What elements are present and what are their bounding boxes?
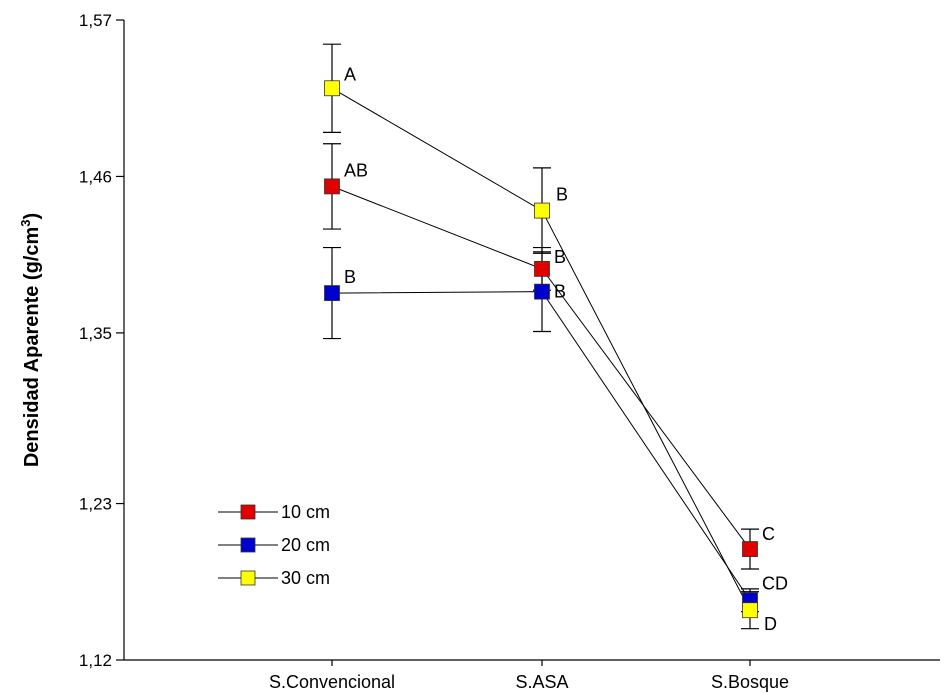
legend-marker (240, 537, 256, 553)
significance-label: B (344, 267, 356, 287)
data-point-marker (534, 283, 550, 300)
y-axis-title-main: Densidad Aparente (g/cm (21, 227, 43, 467)
y-axis-title: Densidad Aparente (g/cm3) (18, 213, 43, 467)
legend-label: 30 cm (281, 568, 330, 588)
y-axis-title-superscript: 3 (18, 220, 33, 227)
series-line (331, 291, 751, 601)
y-tick-label: 1,35 (79, 324, 112, 343)
significance-label: B (556, 185, 568, 205)
data-point-marker (742, 602, 758, 619)
legend-label: 10 cm (281, 502, 330, 522)
data-point-marker (534, 202, 550, 219)
significance-label: D (764, 614, 777, 634)
legend-marker (240, 570, 256, 586)
y-tick-label: 1,23 (79, 495, 112, 514)
y-tick-label: 1,57 (79, 11, 112, 30)
significance-label: AB (344, 160, 368, 180)
significance-label: C (762, 524, 775, 544)
data-point-marker (324, 178, 340, 195)
data-point-marker (742, 541, 758, 557)
x-tick-label: S.Bosque (711, 672, 789, 692)
significance-label: A (344, 64, 356, 84)
legend-label: 20 cm (281, 535, 330, 555)
data-point-marker (324, 80, 340, 97)
significance-label: B (554, 247, 566, 267)
y-tick-label: 1,46 (79, 167, 112, 186)
legend-marker (240, 504, 256, 520)
series-line (331, 87, 751, 611)
data-point-marker (534, 260, 550, 277)
significance-label: CD (762, 573, 788, 593)
data-point-marker (324, 285, 340, 301)
significance-label: B (554, 282, 566, 302)
x-tick-label: S.Convencional (269, 672, 395, 692)
y-axis-title-close: ) (21, 213, 43, 220)
series-line (331, 185, 751, 550)
x-tick-label: S.ASA (515, 672, 568, 692)
y-tick-label: 1,12 (79, 651, 112, 670)
